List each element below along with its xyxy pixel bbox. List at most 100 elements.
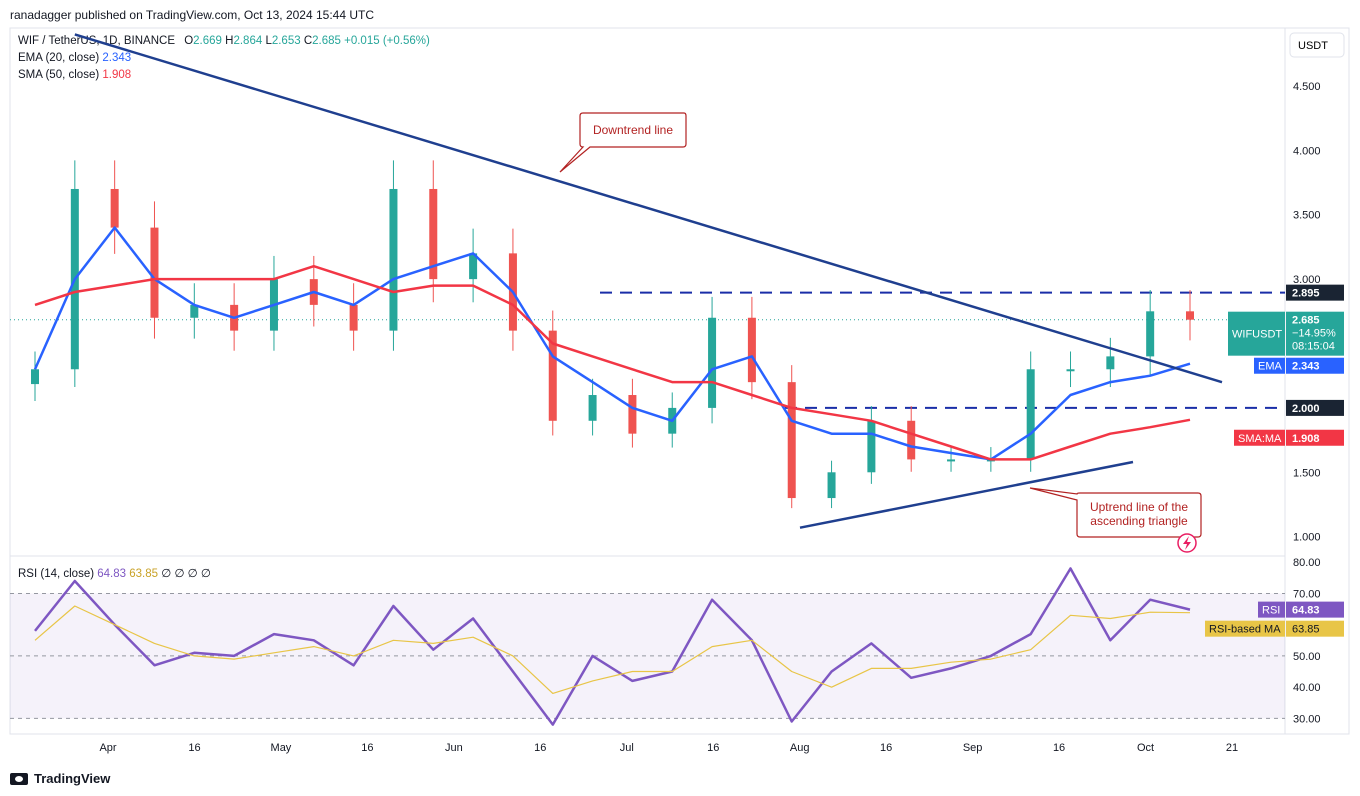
rsi-ma-badge-bg: [1286, 620, 1344, 637]
candle-body: [907, 420, 916, 460]
currency-label: USDT: [1298, 40, 1328, 52]
uptrend-line[interactable]: [799, 460, 1134, 529]
time-tick-label: Jul: [620, 742, 634, 754]
ema-badge-bg: [1286, 357, 1344, 374]
candle-body: [1186, 311, 1194, 320]
tradingview-logo-icon: [10, 772, 28, 785]
high-label: H: [225, 35, 234, 47]
rsi-legend-value: 64.83: [97, 568, 127, 580]
rsi-tick-label: 70.00: [1293, 588, 1321, 600]
price-tick-label: 3.000: [1293, 274, 1321, 286]
time-tick-label: 16: [361, 742, 373, 754]
ema-line: [33, 226, 1191, 461]
resistance-badge-bg: [1286, 284, 1344, 301]
time-tick-label: 16: [188, 742, 200, 754]
tradingview-brand[interactable]: TradingView: [10, 771, 110, 786]
price-badge-bg: [1286, 311, 1344, 356]
symbol-legend: WIF / TetherUS, 1D, BINANCE O2.669 H2.86…: [18, 35, 430, 47]
candle-body: [349, 304, 358, 331]
candle-body: [1066, 369, 1075, 372]
candle-body: [1026, 369, 1035, 460]
candle-body: [588, 395, 597, 421]
sma-legend-value: 1.908: [102, 69, 132, 81]
rsi-badge-name: RSI: [1262, 605, 1280, 617]
uptrend-callout-line2: ascending triangle: [1090, 514, 1188, 528]
rsi-line: [34, 567, 1191, 726]
candle-body: [389, 188, 398, 331]
price-badge-text: 08:15:04: [1292, 341, 1335, 353]
rsi-tick-label: 80.00: [1293, 557, 1321, 569]
open-label: O: [184, 35, 194, 47]
candle-body: [548, 330, 557, 421]
rsi-ma-badge-text: 63.85: [1292, 624, 1320, 636]
rsi-legend-extra: ∅ ∅ ∅ ∅: [161, 568, 211, 580]
price-badge-name-bg: [1228, 311, 1285, 356]
candle-body: [747, 317, 756, 383]
time-tick-label: Jun: [445, 742, 463, 754]
rsi-badge-name-bg: [1258, 601, 1285, 618]
time-tick-label: Aug: [790, 742, 810, 754]
rsi-tick-label: 50.00: [1293, 651, 1321, 663]
open-value: 2.669: [193, 35, 222, 47]
rsi-badge-text: 64.83: [1292, 605, 1320, 617]
rsi-legend-label: RSI (14, close): [18, 568, 95, 580]
downtrend-line[interactable]: [74, 33, 1223, 384]
close-value: 2.685: [312, 35, 341, 47]
sma-badge-name-bg: [1234, 429, 1285, 446]
candle-body: [429, 188, 438, 280]
rsi-ma-line: [34, 605, 1191, 695]
time-tick-label: May: [271, 742, 292, 754]
price-tick-label: 4.500: [1293, 81, 1321, 93]
sma-badge-bg: [1286, 429, 1344, 446]
downtrend-callout[interactable]: Downtrend line: [559, 112, 687, 173]
candle-body: [827, 472, 836, 499]
rsi-legend[interactable]: RSI (14, close) 64.83 63.85 ∅ ∅ ∅ ∅: [18, 566, 211, 580]
time-tick-label: 16: [880, 742, 892, 754]
low-label: L: [265, 35, 272, 47]
flash-icon-bolt: [1183, 536, 1191, 550]
downtrend-callout-text: Downtrend line: [593, 123, 673, 137]
candle-body: [708, 317, 717, 408]
candle-body: [628, 395, 637, 434]
high-value: 2.864: [233, 35, 263, 47]
ema-legend[interactable]: EMA (20, close) 2.343: [18, 52, 131, 64]
price-tick-label: 1.500: [1293, 467, 1321, 479]
time-tick-label: Apr: [99, 742, 116, 754]
time-tick-label: 16: [707, 742, 719, 754]
time-tick-label: Sep: [963, 742, 983, 754]
candle-body: [947, 459, 956, 462]
candle-body: [1146, 311, 1155, 357]
support-badge-bg: [1286, 399, 1344, 416]
rsi-tick-label: 30.00: [1293, 713, 1321, 725]
price-tick-label: 4.000: [1293, 145, 1321, 157]
ema-badge-text: 2.343: [1292, 361, 1320, 373]
price-badge-text: −14.95%: [1292, 328, 1336, 340]
rsi-ma-legend-value: 63.85: [129, 568, 159, 580]
sma-legend[interactable]: SMA (50, close) 1.908: [18, 69, 131, 81]
ema-legend-label: EMA (20, close): [18, 52, 100, 64]
downtrend-callout-box: [559, 112, 687, 173]
published-line: ranadagger published on TradingView.com,…: [10, 8, 375, 22]
flash-icon[interactable]: [1177, 533, 1197, 553]
uptrend-callout-line1: Uptrend line of the: [1090, 500, 1188, 514]
ema-badge-name: EMA: [1258, 361, 1283, 373]
candle-body: [1106, 356, 1115, 370]
time-tick-label: 16: [1053, 742, 1065, 754]
rsi-ma-badge-name: RSI-based MA: [1209, 624, 1281, 636]
sma-line: [34, 264, 1191, 461]
rsi-badge-bg: [1286, 601, 1344, 618]
ema-legend-value: 2.343: [102, 52, 132, 64]
candle-body: [469, 253, 478, 280]
support-badge-text: 2.000: [1292, 403, 1320, 415]
resistance-badge-text: 2.895: [1292, 288, 1320, 300]
candle-body: [867, 420, 876, 473]
sma-badge-text: 1.908: [1292, 433, 1320, 445]
price-badge-name: WIFUSDT: [1232, 329, 1282, 341]
low-value: 2.653: [271, 35, 301, 47]
rsi-ma-badge-name-bg: [1205, 620, 1285, 637]
candle-body: [110, 188, 119, 228]
currency-button[interactable]: [1289, 32, 1345, 58]
time-tick-label: Oct: [1137, 742, 1154, 754]
